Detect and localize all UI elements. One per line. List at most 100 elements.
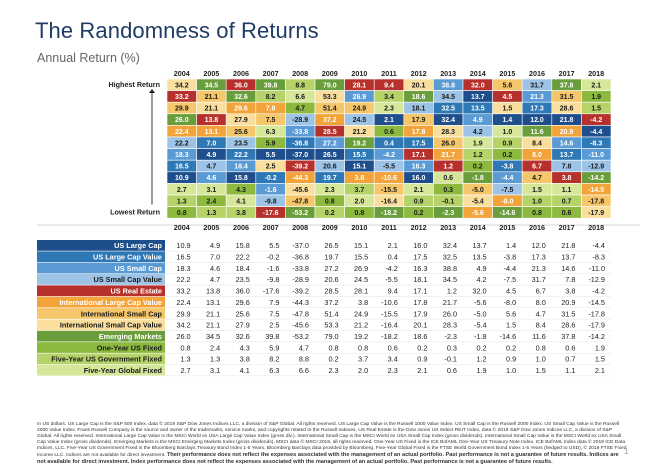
table-cell-value: 18.1	[413, 275, 427, 284]
ranked-cell-value: 0.9	[503, 140, 513, 147]
table-cell-value: 13.1	[206, 298, 220, 307]
table-cell-value: 2.1	[417, 366, 427, 375]
ranked-cell-value: 19.7	[323, 175, 337, 182]
table-cell-value: 20.1	[413, 321, 427, 330]
ranked-cell-value: 31.7	[530, 82, 544, 89]
ranked-cell-value: 51.4	[323, 106, 337, 113]
table-cell-value: -17.6	[263, 287, 280, 296]
table-cell-value: 8.0	[536, 298, 546, 307]
ranked-cell-value: -17.9	[588, 210, 604, 217]
top-year-header: 2015	[499, 69, 515, 78]
table-cell-value: 2.3	[328, 366, 338, 375]
table-cell-value: 4.7	[210, 275, 220, 284]
table-cell-value: 33.2	[176, 287, 190, 296]
table-cell-value: 16.0	[413, 241, 427, 250]
ranked-cell-value: 20.6	[323, 164, 337, 171]
ranked-cell-value: 5.9	[266, 140, 276, 147]
ranked-cell-value: 0.3	[443, 187, 453, 194]
table-cell-value: -28.9	[292, 275, 309, 284]
ranked-cell-value: 2.0	[355, 198, 365, 205]
ranked-cell-value: 0.6	[443, 175, 453, 182]
ranked-cell-value: 3.1	[207, 187, 217, 194]
table-cell-value: 8.2	[269, 355, 279, 364]
table-cell-value: 6.6	[299, 366, 309, 375]
table-cell-value: 28.1	[354, 287, 368, 296]
ranked-cell-value: 0.6	[562, 210, 572, 217]
ranked-cell-value: 12.0	[530, 117, 544, 124]
table-cell-value: -14.2	[588, 332, 605, 341]
table-cell-value: 18.4	[236, 264, 250, 273]
table-cell-value: 18.6	[413, 332, 427, 341]
legend-entry: US Large Cap	[114, 241, 162, 250]
bottom-year-header: 2017	[559, 223, 575, 232]
legend-swatch	[37, 364, 165, 376]
legend-entry: International Small Cap Value	[60, 321, 162, 330]
ranked-cell-value: 0.8	[355, 210, 365, 217]
table-cell-value: 5.9	[269, 343, 279, 352]
table-cell-value: 26.0	[443, 309, 457, 318]
ranked-cell-value: 39.8	[264, 82, 278, 89]
table-cell-value: -2.3	[444, 332, 457, 341]
table-cell-value: 4.9	[210, 241, 220, 250]
ranked-cell-value: 1.3	[177, 198, 187, 205]
table-cell-value: 12.0	[532, 241, 546, 250]
table-cell-value: 15.8	[236, 241, 250, 250]
table-cell-value: 0.8	[536, 343, 546, 352]
table-cell-value: -39.2	[292, 287, 309, 296]
top-year-header: 2006	[233, 69, 249, 78]
ranked-cell-value: 34.5	[205, 82, 219, 89]
ranked-cell-value: -14.5	[588, 187, 604, 194]
legend-entry: US Small Cap	[115, 264, 163, 273]
table-cell-value: 0.2	[417, 343, 427, 352]
table-cell-value: 1.5	[595, 355, 605, 364]
table-cell-value: -47.8	[292, 309, 309, 318]
table-cell-value: 23.5	[236, 275, 250, 284]
legend-swatch	[37, 251, 165, 263]
table-cell-value: -4.4	[592, 241, 605, 250]
ranked-cell-value: 0.8	[532, 210, 542, 217]
table-cell-value: -3.8	[504, 253, 517, 262]
table-cell-value: 8.4	[536, 321, 546, 330]
ranked-cell-value: -5.4	[472, 198, 484, 205]
legend-swatch	[37, 342, 165, 353]
table-cell-value: 1.3	[180, 355, 190, 364]
ranked-cell-value: 1.5	[532, 187, 542, 194]
ranked-cell-value: -9.8	[265, 198, 277, 205]
table-cell-value: 4.1	[240, 366, 250, 375]
table-cell-value: -37.0	[292, 241, 309, 250]
table-cell-value: -5.5	[385, 275, 398, 284]
table-cell-value: 19.2	[354, 332, 368, 341]
ranked-cell-value: 26.0	[441, 140, 455, 147]
table-cell-value: -36.8	[292, 253, 309, 262]
table-cell-value: 34.5	[443, 275, 457, 284]
table-cell-value: 4.5	[506, 287, 516, 296]
ranked-cell-value: 2.1	[591, 82, 601, 89]
table-cell-value: 2.1	[595, 366, 605, 375]
bottom-year-header: 2015	[499, 223, 515, 232]
page-title: The Randomness of Returns	[35, 18, 319, 43]
top-year-header: 2013	[440, 69, 456, 78]
page-number: 1	[624, 447, 629, 456]
ranked-cell-value: 3.7	[355, 187, 365, 194]
table-cell-value: -53.2	[292, 332, 309, 341]
table-cell-value: 1.2	[476, 355, 486, 364]
table-cell-value: 28.5	[324, 287, 338, 296]
table-cell-value: 2.1	[388, 241, 398, 250]
ranked-cell-value: 37.2	[323, 117, 337, 124]
table-cell-value: 0.2	[328, 355, 338, 364]
ranked-cell-value: 24.9	[353, 106, 367, 113]
table-cell-value: -10.6	[381, 298, 398, 307]
legend-swatch	[37, 274, 165, 285]
ranked-cell-value: 1.2	[473, 152, 483, 159]
table-cell-value: 0.8	[180, 343, 190, 352]
ranked-cell-value: 28.3	[441, 129, 455, 136]
ranked-cell-value: -14.6	[499, 210, 515, 217]
ranked-cell-value: 13.5	[471, 106, 485, 113]
table-cell-value: 7.5	[269, 309, 279, 318]
ranked-cell-value: -16.4	[381, 198, 397, 205]
table-cell-value: 21.7	[443, 298, 457, 307]
table-cell-value: 1.4	[506, 241, 516, 250]
ranked-cell-value: -12.9	[588, 164, 604, 171]
table-cell-value: 16.5	[176, 253, 190, 262]
table-cell-value: 32.5	[443, 253, 457, 262]
